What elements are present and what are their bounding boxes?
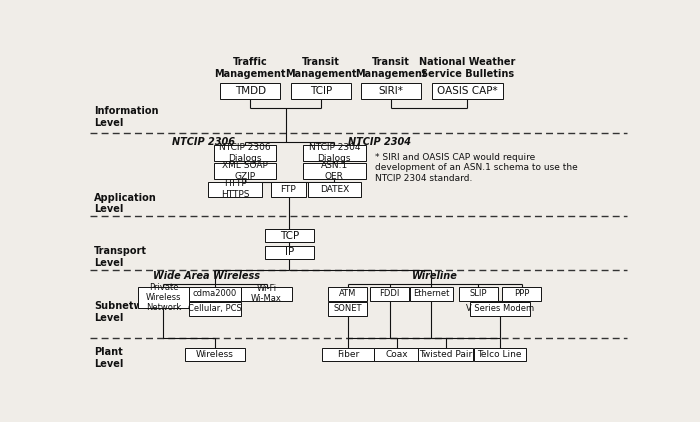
FancyBboxPatch shape <box>265 230 314 242</box>
FancyBboxPatch shape <box>361 83 421 99</box>
FancyBboxPatch shape <box>185 348 245 361</box>
FancyBboxPatch shape <box>328 302 368 316</box>
Text: Transit
Management: Transit Management <box>356 57 427 79</box>
Text: DATEX: DATEX <box>320 184 349 194</box>
Text: Subnetwork
Level: Subnetwork Level <box>94 301 160 323</box>
FancyBboxPatch shape <box>458 287 498 300</box>
Text: NTCIP 2304
Dialogs: NTCIP 2304 Dialogs <box>309 143 360 163</box>
FancyBboxPatch shape <box>328 287 368 300</box>
Text: Coax: Coax <box>386 350 408 359</box>
FancyBboxPatch shape <box>189 302 241 316</box>
FancyBboxPatch shape <box>291 83 351 99</box>
Text: Wide Area Wireless: Wide Area Wireless <box>153 271 260 281</box>
Text: Application
Level: Application Level <box>94 192 157 214</box>
Text: NTCIP 2306: NTCIP 2306 <box>172 137 234 146</box>
Text: Cellular, PCS: Cellular, PCS <box>188 304 242 314</box>
FancyBboxPatch shape <box>370 287 410 300</box>
FancyBboxPatch shape <box>214 163 276 179</box>
Text: OASIS CAP*: OASIS CAP* <box>437 86 498 96</box>
Text: Plant
Level: Plant Level <box>94 347 123 368</box>
Text: Telco Line: Telco Line <box>477 350 522 359</box>
FancyBboxPatch shape <box>419 348 472 361</box>
Text: Ethernet: Ethernet <box>413 289 449 298</box>
Text: TMDD: TMDD <box>234 86 266 96</box>
Text: IP: IP <box>285 247 294 257</box>
Text: SONET: SONET <box>334 304 362 314</box>
FancyBboxPatch shape <box>265 246 314 259</box>
FancyBboxPatch shape <box>214 145 276 161</box>
Text: V Series Modem: V Series Modem <box>466 304 534 314</box>
Text: SIRI*: SIRI* <box>379 86 404 96</box>
Text: NTCIP 2304: NTCIP 2304 <box>348 137 411 146</box>
Text: FTP: FTP <box>280 184 296 194</box>
FancyBboxPatch shape <box>189 287 241 300</box>
FancyBboxPatch shape <box>470 302 530 316</box>
Text: * SIRI and OASIS CAP would require
development of an ASN.1 schema to use the
NTC: * SIRI and OASIS CAP would require devel… <box>375 153 578 183</box>
FancyBboxPatch shape <box>308 181 361 197</box>
Text: Private
Wireless
Network: Private Wireless Network <box>146 283 181 313</box>
Text: Traffic
Management: Traffic Management <box>214 57 286 79</box>
Text: Wireless: Wireless <box>196 350 234 359</box>
Text: PPP: PPP <box>514 289 529 298</box>
Text: cdma2000: cdma2000 <box>193 289 237 298</box>
Text: Transit
Management: Transit Management <box>285 57 356 79</box>
FancyBboxPatch shape <box>502 287 541 300</box>
Text: Transport
Level: Transport Level <box>94 246 147 268</box>
Text: ATM: ATM <box>340 289 356 298</box>
Text: NTCIP 2306
Dialogs: NTCIP 2306 Dialogs <box>219 143 271 163</box>
Text: Twisted Pair: Twisted Pair <box>419 350 472 359</box>
FancyBboxPatch shape <box>271 181 306 197</box>
FancyBboxPatch shape <box>322 348 374 361</box>
Text: XML SOAP
GZIP: XML SOAP GZIP <box>222 161 268 181</box>
FancyBboxPatch shape <box>374 348 419 361</box>
FancyBboxPatch shape <box>241 287 293 300</box>
FancyBboxPatch shape <box>303 163 365 179</box>
Text: FDDI: FDDI <box>379 289 400 298</box>
FancyBboxPatch shape <box>432 83 503 99</box>
FancyBboxPatch shape <box>303 145 365 161</box>
FancyBboxPatch shape <box>474 348 526 361</box>
Text: Information
Level: Information Level <box>94 106 158 128</box>
FancyBboxPatch shape <box>138 287 189 308</box>
Text: HTTP
HTTPS: HTTP HTTPS <box>220 179 249 199</box>
Text: TCP: TCP <box>280 231 299 241</box>
Text: Fiber: Fiber <box>337 350 359 359</box>
FancyBboxPatch shape <box>410 287 453 300</box>
Text: National Weather
Service Bulletins: National Weather Service Bulletins <box>419 57 515 79</box>
Text: Wireline: Wireline <box>412 271 458 281</box>
Text: SLIP: SLIP <box>469 289 486 298</box>
FancyBboxPatch shape <box>209 181 262 197</box>
Text: ASN.1
OER: ASN.1 OER <box>321 161 348 181</box>
Text: TCIP: TCIP <box>309 86 332 96</box>
FancyBboxPatch shape <box>220 83 280 99</box>
Text: Wi-Fi
Wi-Max: Wi-Fi Wi-Max <box>251 284 282 303</box>
